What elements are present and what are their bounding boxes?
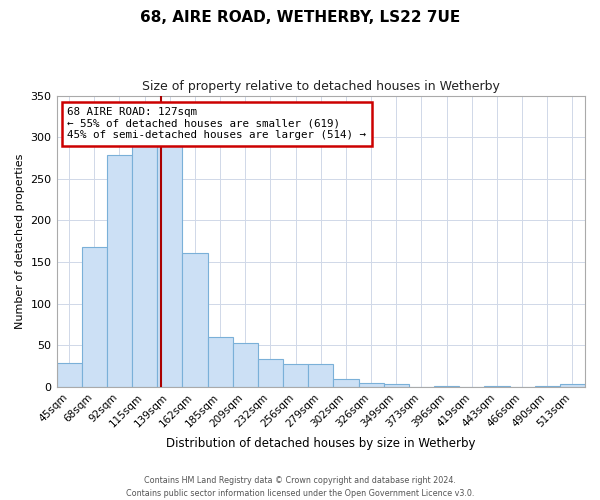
Bar [233,343,258,387]
Bar [258,360,283,387]
Bar [535,386,560,387]
Bar [484,386,509,387]
Text: Contains HM Land Registry data © Crown copyright and database right 2024.
Contai: Contains HM Land Registry data © Crown c… [126,476,474,498]
Bar [308,364,334,387]
Text: 68, AIRE ROAD, WETHERBY, LS22 7UE: 68, AIRE ROAD, WETHERBY, LS22 7UE [140,10,460,25]
Bar [383,384,409,387]
Bar [157,144,182,387]
Bar [434,386,459,387]
Bar [208,337,233,387]
Bar [560,384,585,387]
Bar [56,363,82,387]
Bar [182,253,208,387]
Bar [334,378,359,387]
Bar [107,156,132,387]
Bar [82,247,107,387]
X-axis label: Distribution of detached houses by size in Wetherby: Distribution of detached houses by size … [166,437,476,450]
Bar [283,364,308,387]
Title: Size of property relative to detached houses in Wetherby: Size of property relative to detached ho… [142,80,500,93]
Text: 68 AIRE ROAD: 127sqm
← 55% of detached houses are smaller (619)
45% of semi-deta: 68 AIRE ROAD: 127sqm ← 55% of detached h… [67,107,366,140]
Y-axis label: Number of detached properties: Number of detached properties [15,154,25,329]
Bar [132,144,157,387]
Bar [359,383,383,387]
